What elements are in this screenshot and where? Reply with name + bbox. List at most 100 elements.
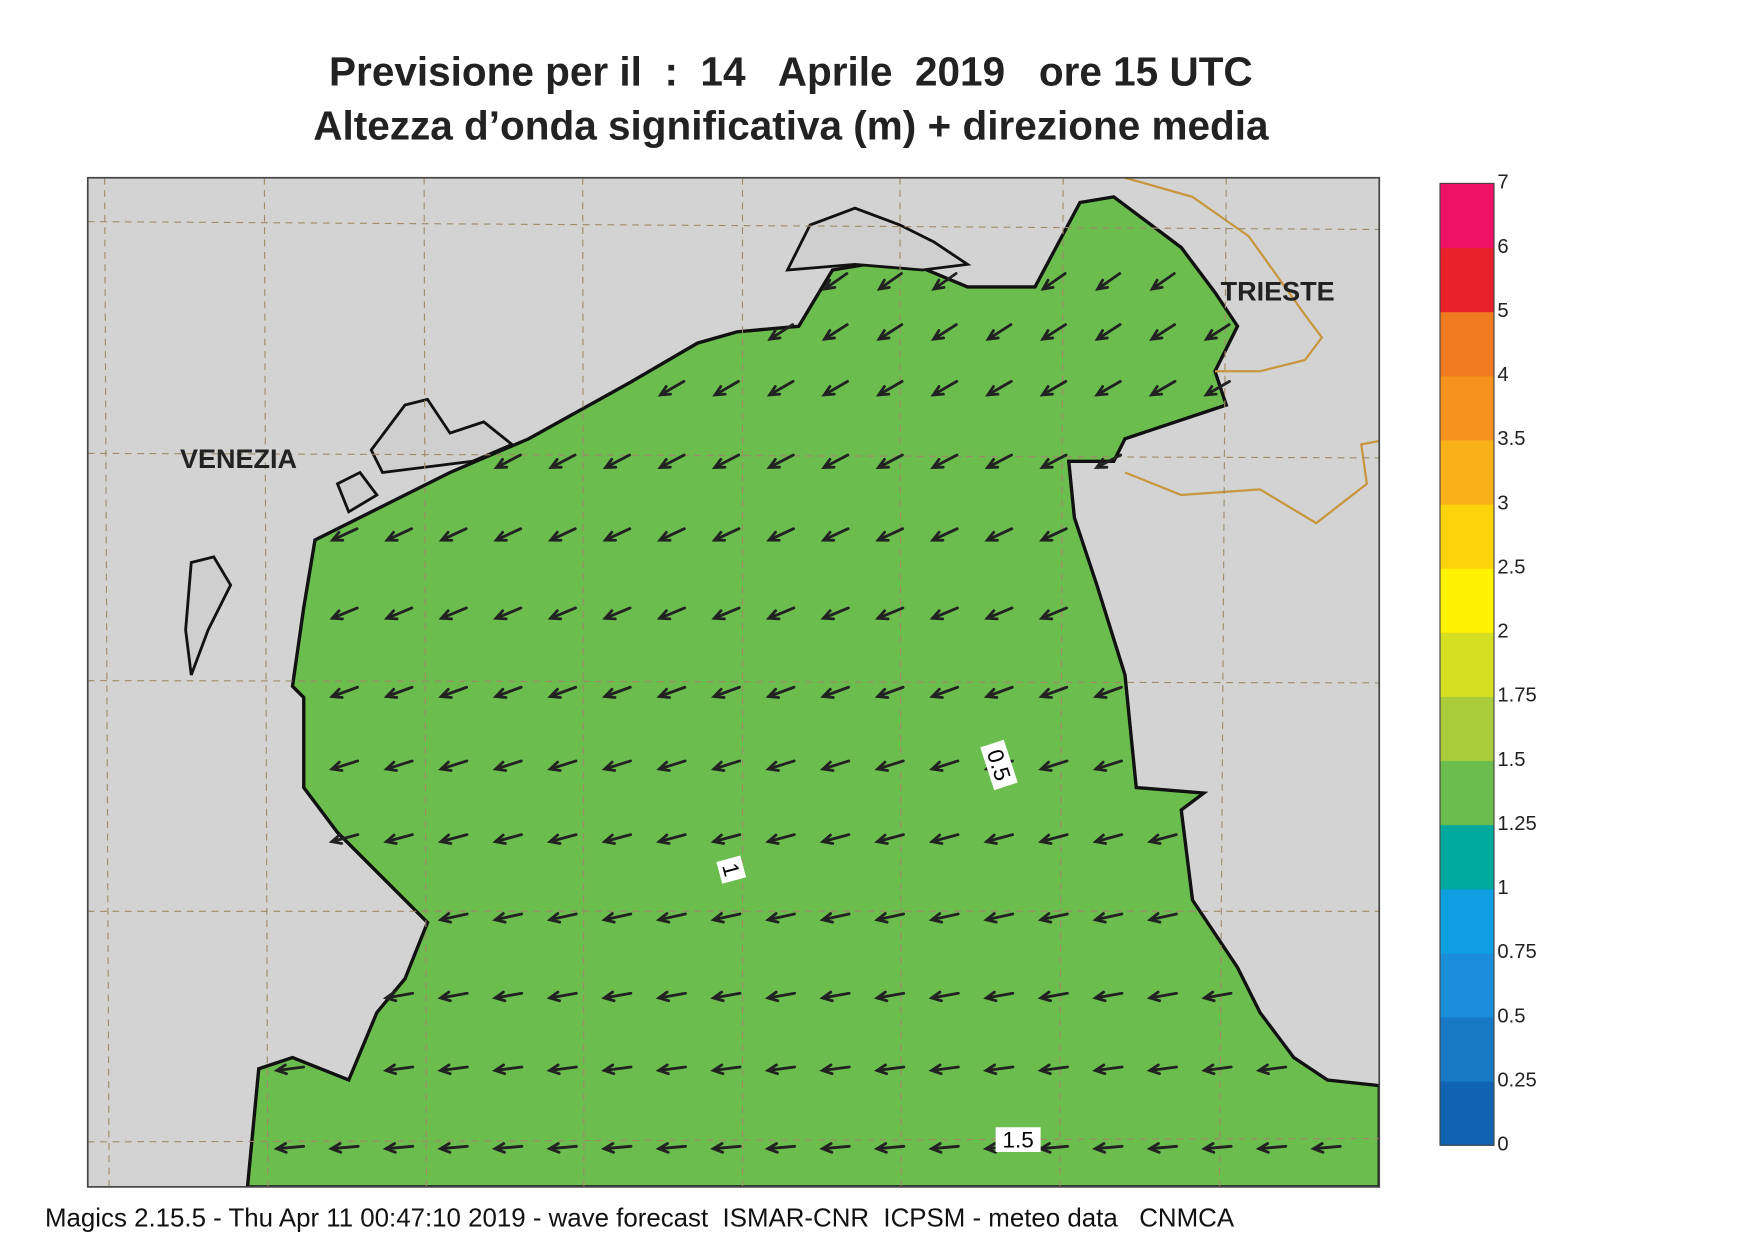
arrow <box>601 912 633 924</box>
colorbar-label: 7 <box>1497 172 1508 194</box>
arrow <box>765 606 796 621</box>
arrow <box>929 759 960 772</box>
arrow <box>1092 759 1123 772</box>
arrow <box>711 606 741 621</box>
colorbar-label: 5 <box>1497 300 1508 322</box>
place-label: VENEZIA <box>180 444 297 474</box>
arrow <box>767 323 795 341</box>
arrow <box>765 685 796 699</box>
arrow <box>928 833 960 845</box>
arrow <box>437 912 469 924</box>
arrow <box>1149 272 1176 291</box>
arrow <box>985 323 1013 341</box>
colorbar: 0 0.25 0.5 0.75 1 1.25 1.5 1.75 2 2.5 3 3.5 4 5 6 7 <box>1439 172 1537 1156</box>
arrow <box>1039 453 1068 469</box>
arrow <box>1093 453 1123 469</box>
arrow <box>1038 606 1069 621</box>
colorbar-label: 1.5 <box>1497 749 1525 771</box>
arrow <box>1092 1063 1124 1076</box>
arrow <box>384 527 414 542</box>
arrow <box>491 1063 524 1076</box>
arrow <box>602 453 632 469</box>
colorbar-label: 2.5 <box>1497 556 1525 578</box>
arrow <box>438 606 468 621</box>
arrow <box>1146 1063 1179 1076</box>
contour-label-text: 1.5 <box>1002 1128 1033 1153</box>
arrow <box>766 527 795 542</box>
grid-line <box>87 177 1380 1187</box>
arrow <box>383 606 414 621</box>
arrow <box>765 833 796 845</box>
arrow <box>492 990 524 1003</box>
arrow <box>382 1142 415 1154</box>
colorbar-frame <box>1439 182 1495 1146</box>
arrow <box>984 606 1014 621</box>
arrow <box>873 1142 906 1154</box>
arrow <box>328 1142 360 1154</box>
arrow <box>820 527 850 542</box>
arrow <box>437 759 469 772</box>
frame <box>86 176 1381 1188</box>
arrow <box>601 1063 633 1076</box>
arrow <box>547 759 578 772</box>
arrow <box>929 527 959 542</box>
title: Previsione per il : 14 Aprile 2019 ore 1… <box>329 49 1253 95</box>
arrow <box>656 833 687 845</box>
arrow <box>1147 833 1178 845</box>
arrow <box>437 833 469 845</box>
arrow <box>1037 990 1069 1003</box>
arrow <box>930 453 959 469</box>
arrow <box>329 606 359 621</box>
arrow <box>493 606 523 621</box>
colorbar-label: 3.5 <box>1497 428 1525 450</box>
arrow <box>601 990 633 1003</box>
colorbar-band <box>1440 952 1494 1018</box>
arrow <box>819 833 851 845</box>
arrow <box>1092 990 1124 1003</box>
arrow <box>822 272 849 291</box>
arrow <box>547 527 577 542</box>
arrows <box>273 272 1342 1154</box>
arrow <box>1201 990 1233 1003</box>
arrow <box>1201 1063 1233 1076</box>
arrow <box>437 1063 469 1076</box>
arrow <box>1039 379 1068 397</box>
arrow <box>982 1063 1015 1076</box>
arrow <box>711 685 741 699</box>
contour-label: 1 <box>716 855 747 884</box>
arrow <box>928 912 960 924</box>
colorbar-label: 0.5 <box>1497 1005 1525 1027</box>
arrow <box>328 833 360 845</box>
arrow <box>1149 323 1177 341</box>
arrow <box>1094 379 1122 397</box>
arrow <box>930 379 959 397</box>
arrow <box>1038 685 1069 699</box>
arrow <box>383 833 414 845</box>
arrow <box>873 990 906 1003</box>
arrow <box>1203 323 1231 341</box>
contour-label: 1.5 <box>995 1127 1041 1153</box>
arrow <box>712 379 740 397</box>
arrow <box>1203 379 1231 397</box>
colorbar-band <box>1440 568 1494 633</box>
arrow <box>984 453 1013 469</box>
colorbar-label: 4 <box>1497 364 1508 386</box>
arrow <box>1037 912 1069 924</box>
arrow <box>602 606 632 621</box>
colorbar-band <box>1440 375 1494 441</box>
arrow <box>1038 527 1068 542</box>
arrow <box>273 1063 306 1076</box>
arrow <box>710 990 742 1003</box>
arrow <box>546 990 578 1003</box>
colorbar-band <box>1440 824 1494 890</box>
arrow <box>928 1142 960 1154</box>
arrow <box>546 833 578 845</box>
arrow <box>657 379 686 397</box>
arrow <box>821 323 849 341</box>
arrow <box>656 685 687 699</box>
border <box>1124 177 1380 525</box>
map <box>87 177 1380 1187</box>
arrow <box>1094 323 1122 341</box>
arrow <box>928 990 960 1003</box>
arrow <box>437 1142 469 1154</box>
